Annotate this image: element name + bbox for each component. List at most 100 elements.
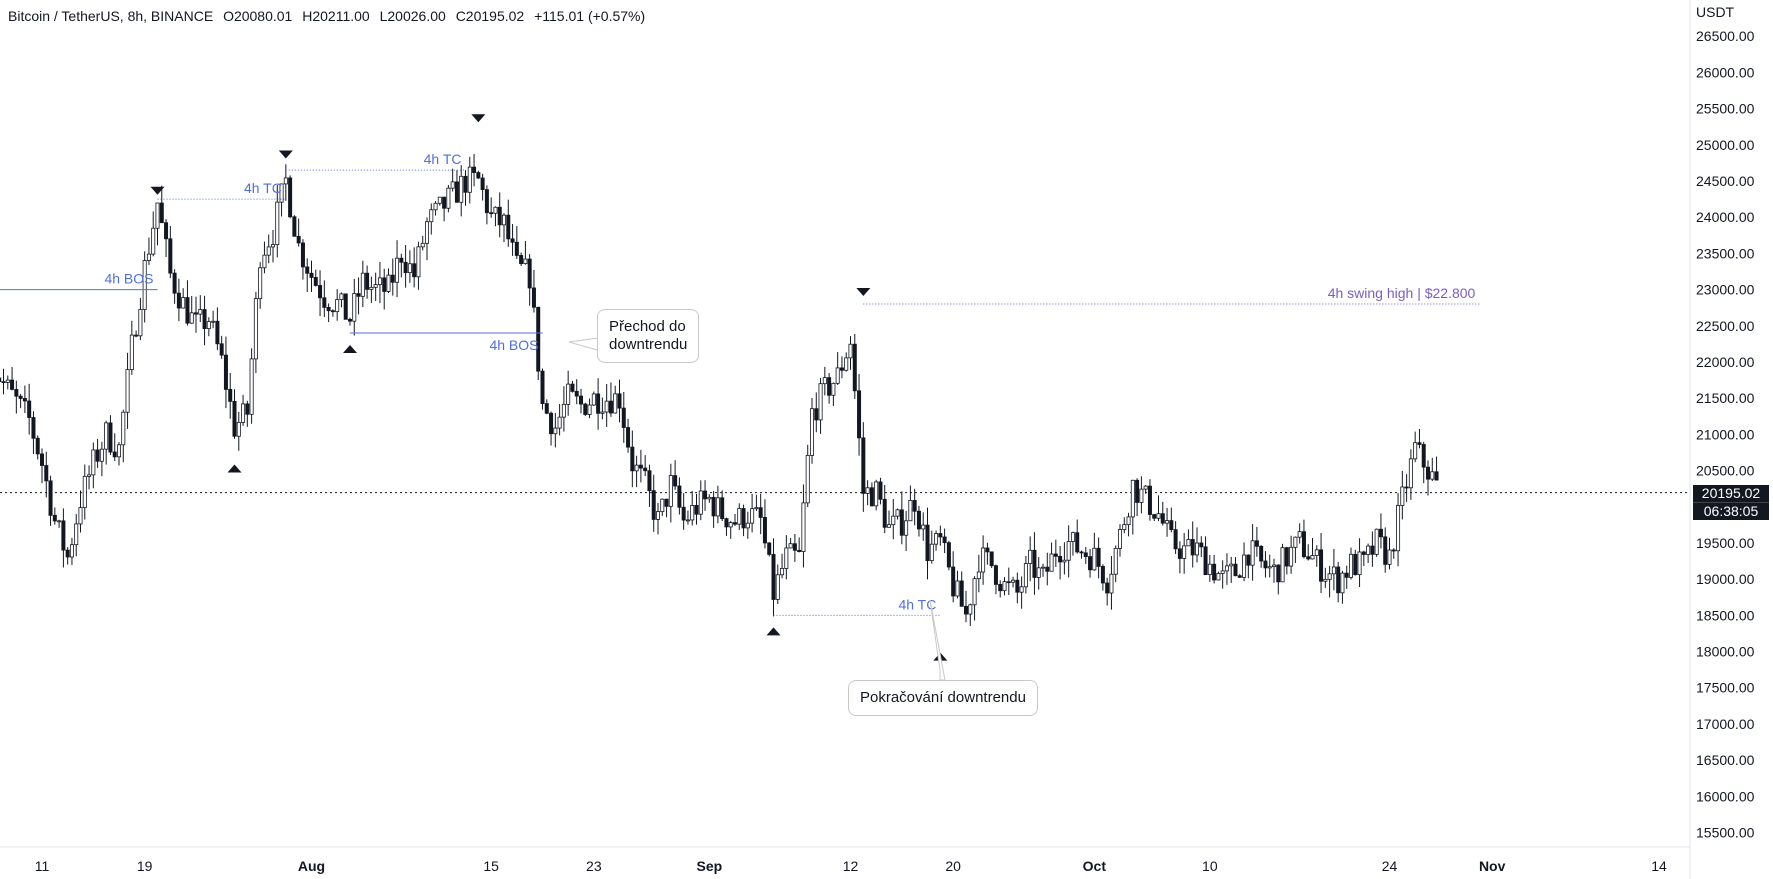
candle-body: [673, 475, 678, 487]
candle-body: [236, 421, 241, 437]
level-label: 4h swing high | $22.800: [1328, 285, 1476, 301]
candle-body: [1276, 564, 1281, 583]
candle-body: [1113, 547, 1118, 575]
price-tick-label: 19500.00: [1696, 535, 1755, 551]
candle-body: [429, 209, 434, 223]
price-tick-label: 26500.00: [1696, 28, 1755, 44]
candle-body: [1361, 551, 1366, 555]
candle-body: [998, 583, 1003, 592]
candle-body: [433, 202, 438, 211]
candle-body: [1088, 556, 1093, 571]
level-label: 4h TC: [244, 180, 282, 196]
candle-body: [223, 354, 228, 390]
candle-body: [360, 272, 365, 297]
candle-body: [805, 455, 810, 504]
current-price-value: 20195.02: [1701, 484, 1761, 501]
candle-body: [14, 389, 19, 397]
price-axis-unit: USDT: [1696, 4, 1735, 20]
candle-body: [1173, 529, 1178, 550]
candle-body: [822, 377, 827, 385]
candle-body: [27, 400, 32, 418]
candle-body: [600, 411, 605, 414]
candle-body: [536, 306, 541, 372]
candle-body: [1143, 485, 1148, 490]
candle-body: [1263, 560, 1268, 569]
price-tick-label: 21000.00: [1696, 426, 1755, 442]
candle-body: [1434, 471, 1439, 481]
candle-body: [1058, 555, 1063, 563]
candle-body: [142, 260, 147, 310]
candle-body: [1417, 442, 1422, 445]
candle-body: [1319, 549, 1324, 582]
candle-body: [296, 235, 301, 244]
candle-body: [968, 604, 973, 615]
price-tick-label: 21500.00: [1696, 390, 1755, 406]
candle-body: [797, 549, 802, 552]
candle-body: [206, 321, 211, 329]
candle-body: [87, 474, 92, 477]
candle-body: [442, 196, 447, 209]
candle-body: [386, 274, 391, 292]
candle-body: [1036, 567, 1041, 578]
candle-body: [129, 334, 134, 370]
candle-body: [395, 257, 400, 283]
time-axis[interactable]: 11 19 Aug 15 23 Sep 12 20 Oct 10 24 Nov 14: [35, 858, 1667, 874]
candle-body: [566, 383, 571, 405]
candle-body: [484, 189, 489, 214]
candle-body: [1203, 546, 1208, 576]
candle-body: [1327, 573, 1332, 580]
callout-downtrend-transition[interactable]: Přechod do downtrendu: [597, 309, 700, 363]
candle-body: [1391, 549, 1396, 552]
candle-body: [335, 299, 340, 313]
price-tick-label: 20500.00: [1696, 463, 1755, 479]
candle-body: [934, 533, 939, 545]
candle-body: [647, 470, 652, 492]
candle-body: [553, 427, 558, 435]
time-tick-label: 24: [1382, 858, 1398, 874]
candle-body: [604, 400, 609, 413]
candle-body: [694, 504, 699, 515]
candle-body: [1344, 572, 1349, 578]
candle-body: [1246, 554, 1251, 566]
price-tick-label: 17500.00: [1696, 680, 1755, 696]
candle-body: [99, 448, 104, 462]
candle-body: [1301, 531, 1306, 558]
candle-body: [1242, 554, 1247, 578]
symbol-title: Bitcoin / TetherUS, 8h, BINANCE: [8, 8, 214, 24]
candle-body: [412, 263, 417, 278]
candle-body: [1404, 486, 1409, 489]
price-tick-label: 24500.00: [1696, 173, 1755, 189]
candle-body: [1165, 520, 1170, 524]
candle-body: [501, 214, 506, 226]
candle-body: [895, 509, 900, 517]
candle-body: [1353, 553, 1358, 576]
candle-body: [232, 400, 237, 437]
candle-body: [1195, 542, 1200, 556]
candle-body: [219, 343, 224, 356]
swing-high-marker: [150, 186, 165, 195]
candle-body: [258, 267, 263, 300]
candle-body: [549, 412, 554, 435]
candle-body: [801, 502, 806, 552]
candle-body: [309, 272, 314, 278]
candle-body: [857, 390, 862, 439]
callout-downtrend-continuation[interactable]: Pokračování downtrendu: [848, 680, 1038, 716]
candle-body: [750, 508, 755, 524]
candle-body: [1049, 553, 1054, 572]
candle-body: [685, 519, 690, 522]
candle-body: [1284, 547, 1289, 567]
candle-body: [976, 571, 981, 580]
candle-body: [557, 416, 562, 429]
level-label: 4h TC: [898, 596, 936, 612]
candle-body: [1280, 547, 1285, 583]
candle-body: [459, 175, 464, 203]
candle-body: [827, 377, 832, 396]
candle-body: [1135, 479, 1140, 503]
price-axis[interactable]: 15500.00 16000.00 16500.00 17000.00 17500.00…: [1696, 28, 1755, 840]
candle-body: [10, 379, 15, 390]
candle-body: [44, 465, 49, 482]
candle-body: [450, 181, 455, 189]
candle-body: [613, 393, 618, 414]
candle-body: [1259, 545, 1264, 562]
